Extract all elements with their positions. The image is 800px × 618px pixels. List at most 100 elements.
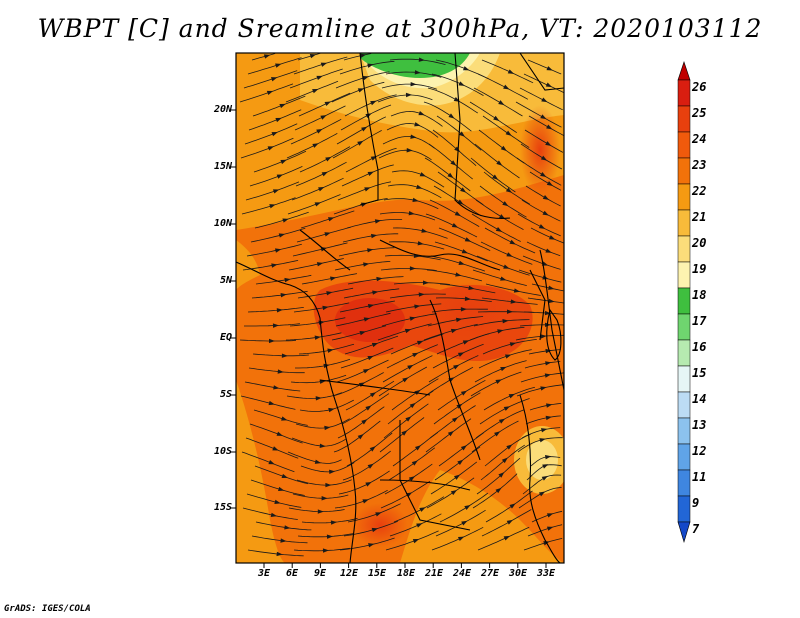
streamline (520, 372, 564, 383)
streamline-arrowhead (376, 276, 383, 282)
streamline-arrowhead (506, 252, 513, 257)
streamline-arrowhead (275, 117, 282, 123)
streamline-arrowhead (458, 81, 465, 86)
streamline (383, 403, 429, 439)
streamline-arrowhead (402, 377, 409, 383)
colorbar-label-16: 16 (692, 340, 707, 354)
streamline (287, 194, 341, 215)
streamline-arrowhead (542, 195, 550, 200)
streamline (291, 437, 346, 447)
lat-label-10n: 10N (213, 218, 232, 229)
west-coastline (236, 261, 357, 563)
streamline-arrowhead (462, 340, 470, 345)
streamline (477, 526, 530, 551)
streamline-arrowhead (504, 354, 512, 359)
colorbar-swatch (677, 79, 691, 107)
streamline (251, 53, 276, 61)
streamline-arrowhead (330, 276, 337, 281)
colorbar-swatch (677, 469, 691, 497)
streamline (288, 258, 344, 271)
map-frame (235, 52, 565, 564)
streamline-arrowhead (405, 416, 412, 422)
streamline (437, 171, 484, 206)
streamline-arrowhead (457, 536, 465, 542)
streamline-arrowhead (419, 172, 427, 177)
streamline-arrowhead (540, 334, 547, 339)
streamline-arrowhead (370, 233, 378, 239)
streamline (474, 143, 520, 179)
streamline-arrowhead (503, 84, 510, 90)
streamline (433, 392, 481, 425)
wbpt-field-23-east (430, 282, 510, 338)
streamline (239, 339, 297, 342)
streamline-arrowhead (540, 428, 548, 433)
streamline (383, 198, 439, 210)
streamline-arrowhead (320, 62, 328, 67)
streamline (288, 507, 345, 512)
streamline (251, 535, 308, 544)
lat-label-5n: 5N (219, 275, 232, 286)
streamline (424, 157, 471, 192)
streamline (295, 161, 347, 187)
streamline-arrowhead (279, 103, 286, 109)
streamline (300, 462, 355, 473)
streamline (519, 87, 563, 111)
streamline-arrowhead (268, 400, 275, 406)
streamline-arrowhead (361, 419, 368, 425)
colorbar-label-11: 11 (692, 470, 707, 484)
streamline-arrowhead (359, 53, 367, 58)
streamline-arrowhead (502, 201, 509, 207)
streamline-arrowhead (545, 141, 552, 147)
streamline-arrowhead (460, 445, 467, 451)
streamline (428, 355, 479, 383)
streamline-arrowhead (506, 519, 514, 525)
streamline (248, 109, 302, 131)
streamline-arrowhead (363, 262, 370, 267)
colorbar-swatch (677, 391, 691, 419)
streamline-arrowhead (369, 392, 377, 398)
streamline-arrowhead (324, 232, 331, 237)
streamline (476, 255, 530, 276)
streamline-arrowhead (401, 430, 408, 436)
streamline (522, 474, 562, 495)
streamline (296, 226, 352, 243)
streamline-arrowhead (454, 211, 462, 217)
streamline (240, 137, 294, 159)
streamline-arrowhead (418, 111, 425, 116)
streamline-arrowhead (362, 75, 369, 81)
streamline-arrowhead (272, 189, 280, 194)
streamline (301, 273, 358, 285)
streamline-arrowhead (417, 340, 424, 346)
streamline-arrowhead (541, 475, 549, 481)
streamline (523, 538, 563, 551)
colorbar-label-7: 7 (692, 522, 700, 536)
streamline-arrowhead (371, 342, 379, 348)
streamline (254, 211, 309, 229)
streamline (345, 380, 395, 411)
colorbar-label-20: 20 (692, 236, 707, 250)
streamline (246, 243, 302, 257)
streamline (428, 143, 473, 180)
streamline (478, 129, 525, 164)
streamline-arrowhead (277, 486, 285, 492)
streamline-arrowhead (324, 101, 331, 107)
streamline (525, 415, 561, 425)
colorbar-label-15: 15 (692, 366, 707, 380)
lat-label-10s: 10S (213, 446, 232, 457)
streamline-arrowhead (327, 217, 335, 222)
streamline (336, 116, 387, 145)
streamline (387, 184, 442, 199)
colorbar-label-23: 23 (692, 158, 707, 172)
colorbar-swatch (677, 313, 691, 341)
streamline-arrowhead (312, 143, 319, 148)
lon-label-18e: 18E (396, 568, 416, 579)
streamline-arrowhead (451, 223, 459, 228)
streamline-arrowhead (545, 361, 552, 366)
streamline-arrowhead (498, 418, 506, 424)
streamline (470, 157, 516, 193)
streamline (289, 68, 343, 89)
streamline-arrowhead (326, 534, 333, 539)
streamline-arrowhead (464, 504, 471, 510)
lon-label-27e: 27E (480, 568, 500, 579)
border-kenya (529, 269, 546, 341)
